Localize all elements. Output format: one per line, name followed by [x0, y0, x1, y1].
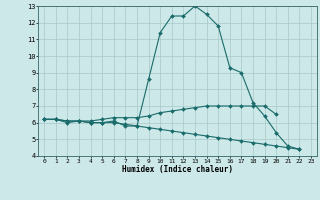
X-axis label: Humidex (Indice chaleur): Humidex (Indice chaleur) [122, 165, 233, 174]
